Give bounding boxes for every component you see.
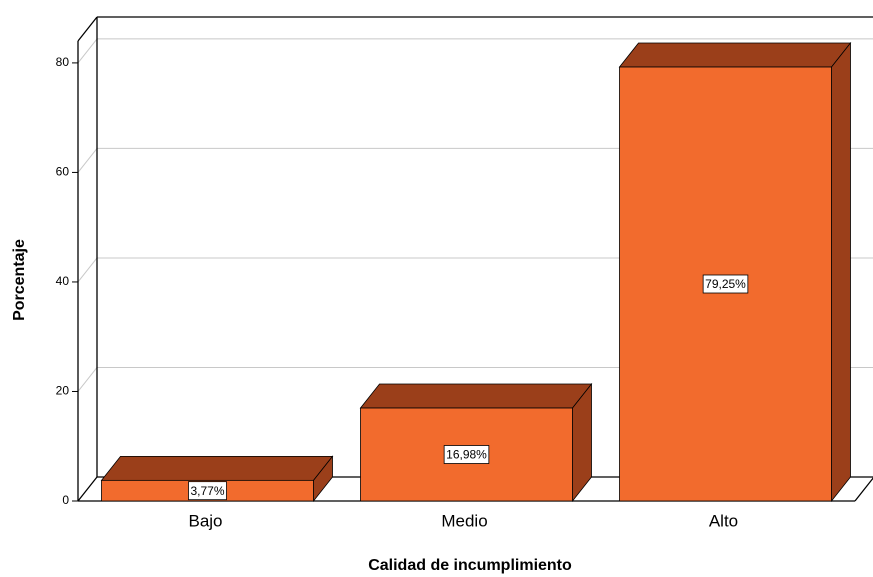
bar-top <box>100 455 334 481</box>
x-axis-title: Calidad de incumplimiento <box>368 557 572 574</box>
value-label: 16,98% <box>446 448 487 462</box>
y-tick-label: 40 <box>56 274 70 288</box>
value-label-box <box>702 274 749 294</box>
y-tick-label: 20 <box>56 384 70 398</box>
grid-line <box>77 38 98 64</box>
y-tick-label: 80 <box>56 55 70 69</box>
grid-line <box>77 257 98 283</box>
grid-line <box>77 148 98 173</box>
floor-edge <box>77 476 98 502</box>
y-tick-label: 60 <box>56 165 70 179</box>
value-label: 3,77% <box>190 484 224 498</box>
floor-edge <box>854 477 873 502</box>
wall-top <box>77 16 98 42</box>
x-tick-label: Alto <box>709 511 738 530</box>
y-tick-label: 0 <box>62 493 69 507</box>
value-label-box <box>188 481 227 501</box>
bar-top <box>618 42 852 68</box>
grid-line <box>77 367 98 392</box>
value-label: 79,25% <box>705 277 746 291</box>
bar-side <box>831 41 851 503</box>
y-axis-title: Porcentaje <box>11 239 28 321</box>
x-tick-label: Bajo <box>188 511 222 530</box>
x-tick-label: Medio <box>441 511 487 530</box>
bar-top <box>359 383 593 409</box>
value-label-box <box>443 445 490 464</box>
